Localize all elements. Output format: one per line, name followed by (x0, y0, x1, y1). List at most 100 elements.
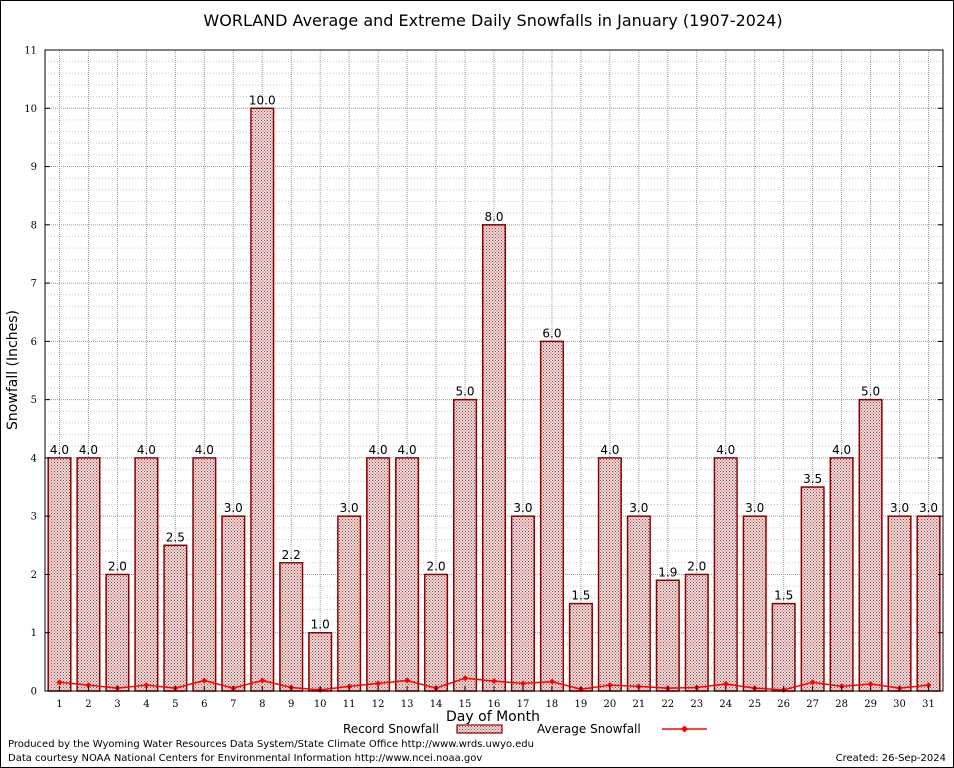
record-bar-day-1 (47, 457, 72, 692)
record-bar-day-17 (510, 515, 536, 692)
average-marker-day-12 (375, 680, 382, 687)
y-tick-label: 2 (31, 570, 37, 581)
x-tick-label: 18 (546, 699, 559, 710)
record-bar-day-21 (626, 515, 651, 692)
bar-label-day-6: 4.0 (195, 443, 214, 457)
record-bar-day-2 (76, 457, 101, 692)
record-bar-day-25 (742, 515, 767, 692)
x-tick-label: 7 (230, 699, 236, 710)
record-bar-day-13 (395, 457, 420, 692)
x-tick-label: 16 (488, 699, 501, 710)
record-bar-day-26 (771, 602, 796, 692)
x-tick-label: 30 (893, 699, 906, 710)
x-tick-label: 20 (604, 699, 617, 710)
x-tick-label: 9 (288, 699, 294, 710)
record-bar-day-27 (800, 486, 825, 692)
x-tick-label: 17 (517, 699, 530, 710)
bar-label-day-28: 4.0 (832, 443, 851, 457)
y-tick-label: 3 (31, 512, 37, 523)
record-bar-day-14 (424, 573, 449, 692)
average-marker-day-16 (491, 678, 497, 685)
average-marker-day-4 (143, 682, 150, 689)
x-tick-label: 26 (777, 699, 790, 710)
average-marker-day-6 (201, 677, 208, 684)
x-tick-label: 14 (430, 699, 443, 710)
bar-label-day-18: 6.0 (542, 326, 561, 340)
bar-label-day-11: 3.0 (340, 501, 359, 515)
bar-value-labels: 4.0 4.0 2.0 4.0 2.5 4.0 3.0 10.0 2.2 1.0 3.0 4.0 4.0… (50, 93, 938, 631)
x-tick-label: 28 (835, 699, 848, 710)
x-tick-label: 29 (864, 699, 877, 710)
bar-label-day-23: 2.0 (687, 559, 706, 573)
bar-label-day-22: 1.9 (658, 565, 677, 579)
x-tick-label: 5 (172, 699, 178, 710)
x-tick-label: 10 (314, 699, 327, 710)
record-bar-day-18 (539, 340, 564, 692)
x-tick-label: 12 (372, 699, 385, 710)
bar-label-day-14: 2.0 (427, 559, 446, 573)
bar-label-day-19: 1.5 (571, 589, 590, 603)
record-bar-day-22 (655, 579, 680, 692)
record-bar-day-30 (887, 515, 912, 692)
legend-average-label: Average Snowfall (537, 722, 641, 736)
average-marker-day-31 (925, 682, 932, 689)
y-tick-label: 11 (24, 46, 37, 57)
bar-label-day-5: 2.5 (166, 530, 185, 544)
footer-created-date: Created: 26-Sep-2024 (835, 753, 946, 764)
legend: Record Snowfall Average Snowfall (343, 722, 707, 736)
bar-label-day-21: 3.0 (629, 501, 648, 515)
record-bar-day-4 (134, 457, 159, 692)
record-bar-day-31 (916, 515, 941, 692)
y-tick-label: 4 (31, 453, 37, 464)
y-tick-label: 7 (31, 279, 37, 290)
bar-label-day-20: 4.0 (600, 443, 619, 457)
x-tick-label: 15 (459, 699, 472, 710)
bar-label-day-10: 1.0 (311, 618, 330, 632)
average-marker-day-15 (462, 675, 469, 682)
bar-label-day-13: 4.0 (398, 443, 417, 457)
chart-title: WORLAND Average and Extreme Daily Snowfa… (203, 11, 782, 30)
y-tick-label: 6 (31, 337, 37, 348)
bar-label-day-1: 4.0 (50, 443, 69, 457)
record-bar-day-11 (337, 515, 362, 692)
average-marker-day-1 (56, 679, 63, 686)
bar-label-day-24: 4.0 (716, 443, 735, 457)
bar-label-day-16: 8.0 (484, 210, 503, 224)
bar-label-day-8: 10.0 (249, 93, 276, 107)
x-tick-label: 11 (343, 699, 356, 710)
y-tick-label: 0 (31, 687, 37, 698)
bar-label-day-4: 4.0 (137, 443, 156, 457)
record-bar-day-8 (250, 107, 275, 692)
bar-label-day-27: 3.5 (803, 472, 822, 486)
record-bar-day-28 (829, 457, 854, 692)
bar-label-day-25: 3.0 (745, 501, 764, 515)
x-tick-label: 23 (690, 699, 703, 710)
x-tick-label: 31 (922, 699, 935, 710)
record-bar-day-15 (452, 398, 478, 692)
record-bar-day-6 (192, 457, 217, 692)
footer-credit-line-2: Data courtesy NOAA National Centers for … (8, 753, 483, 764)
average-marker-day-29 (867, 681, 874, 688)
legend-average-marker (681, 725, 688, 733)
y-tick-label: 10 (24, 104, 37, 115)
bar-label-day-26: 1.5 (774, 589, 793, 603)
record-bar-day-24 (713, 457, 738, 692)
x-tick-label: 8 (259, 699, 265, 710)
record-bar-day-16 (481, 224, 507, 692)
record-bar-day-7 (221, 515, 246, 692)
x-tick-label: 2 (85, 699, 91, 710)
record-bar-day-12 (366, 457, 391, 692)
record-snowfall-bars (47, 107, 941, 692)
bar-label-day-2: 4.0 (79, 443, 98, 457)
x-tick-label: 6 (201, 699, 207, 710)
record-bar-day-29 (858, 398, 883, 692)
average-marker-day-27 (809, 679, 816, 686)
bar-label-day-7: 3.0 (224, 501, 243, 515)
average-marker-day-24 (722, 681, 729, 688)
x-tick-label: 1 (56, 699, 62, 710)
y-tick-label: 1 (31, 628, 37, 639)
x-axis-label: Day of Month (446, 709, 540, 725)
x-tick-label: 25 (748, 699, 761, 710)
average-marker-day-2 (85, 682, 92, 689)
